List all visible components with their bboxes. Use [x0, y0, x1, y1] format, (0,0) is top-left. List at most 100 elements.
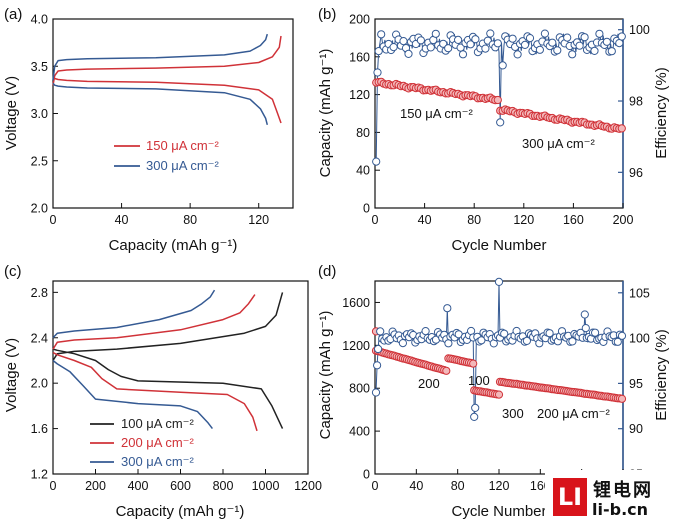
x-tick-label: 160	[563, 213, 584, 227]
efficiency-point	[426, 43, 435, 52]
x-tick-label: 200	[613, 213, 634, 227]
efficiency-point	[372, 157, 381, 166]
curve-200-charge	[52, 294, 256, 350]
y2-ticks-b: 96 98 100	[618, 23, 650, 180]
efficiency-point	[607, 47, 616, 56]
efficiency-point	[575, 41, 584, 50]
y-tick-label: 800	[349, 382, 370, 396]
x-ticks-c: 0 200 400 600 800 1000 1200	[50, 469, 322, 493]
capacity-point	[469, 359, 478, 368]
watermark-url: li-b.cn	[592, 500, 649, 519]
efficiency-point	[548, 38, 557, 47]
y-tick-label: 2.4	[31, 331, 48, 345]
capacity-point	[442, 366, 451, 375]
efficiency-point	[371, 388, 381, 397]
panel-label-d: (d)	[318, 263, 336, 280]
watermark-logo: LI	[553, 478, 587, 516]
x-tick-label: 40	[115, 213, 129, 227]
legend-text-100: 100 μA cm⁻²	[121, 416, 195, 431]
efficiency-point	[535, 45, 545, 54]
efficiency-point	[591, 328, 600, 337]
markers-d	[371, 277, 627, 421]
efficiency-point	[416, 36, 425, 45]
efficiency-point	[500, 329, 509, 338]
x-tick-label: 120	[513, 213, 534, 227]
efficiency-point	[496, 118, 505, 127]
curve-100-charge	[52, 292, 284, 361]
y-axis-label-b: Capacity (mAh g⁻¹)	[317, 49, 334, 178]
efficiency-point	[374, 344, 383, 354]
legend-c: 100 μA cm⁻² 200 μA cm⁻² 300 μA cm⁻²	[90, 416, 195, 469]
y-tick-label: 400	[349, 425, 370, 439]
efficiency-point	[602, 37, 612, 46]
y-tick-label: 2.5	[31, 154, 48, 168]
panel-b: (b) Cycle Number Capacity (mAh g⁻¹) Effi…	[317, 6, 670, 254]
efficiency-point	[454, 35, 463, 45]
y-tick-label: 0	[363, 468, 370, 482]
curve-300-charge	[52, 33, 269, 81]
x-tick-label: 80	[467, 213, 481, 227]
x-tick-label: 200	[85, 479, 106, 493]
y-tick-label: 1.2	[31, 468, 48, 482]
annotation-200-d: 200	[418, 376, 440, 391]
y-tick-label: 1200	[342, 339, 370, 353]
efficiency-point	[458, 50, 468, 59]
curve-300-charge	[52, 289, 216, 339]
x-tick-label: 80	[451, 479, 465, 493]
x-tick-label: 0	[50, 479, 57, 493]
y2-tick-label: 105	[629, 286, 650, 300]
efficiency-point	[508, 34, 517, 43]
y-tick-label: 80	[356, 126, 370, 140]
annotation-300-d: 300	[502, 406, 524, 421]
annotation-150-b: 150 μA cm⁻²	[400, 106, 474, 121]
legend-text-150: 150 μA cm⁻²	[146, 138, 220, 153]
y-tick-label: 200	[349, 13, 370, 27]
y-ticks-d: 0 400 800 1200 1600	[342, 296, 380, 482]
panel-label-b: (b)	[318, 6, 336, 23]
efficiency-point	[373, 68, 382, 77]
annotation-200b-d: 200 μA cm⁻²	[537, 406, 611, 421]
efficiency-point	[580, 33, 589, 42]
legend-a: 150 μA cm⁻² 300 μA cm⁻²	[114, 138, 220, 173]
y-axis-label-a: Voltage (V)	[3, 76, 20, 150]
efficiency-point	[590, 46, 599, 56]
y-tick-label: 2.0	[31, 377, 48, 391]
y-tick-label: 120	[349, 88, 370, 102]
efficiency-point	[545, 329, 554, 338]
annotation-100-d: 100	[468, 373, 490, 388]
x-axis-label-b: Cycle Number	[451, 237, 546, 254]
legend-text-300: 300 μA cm⁻²	[146, 158, 220, 173]
efficiency-point	[568, 50, 577, 59]
efficiency-point	[498, 61, 507, 70]
efficiency-point	[470, 412, 479, 421]
efficiency-point	[466, 40, 475, 49]
efficiency-point	[595, 29, 604, 38]
series-lines-c	[52, 289, 284, 432]
y-tick-label: 2.8	[31, 286, 48, 300]
y-ticks-a: 2.0 2.5 3.0 3.5 4.0	[31, 13, 58, 216]
capacity-point	[617, 124, 626, 133]
panel-a: (a) Capacity (mAh g⁻¹) Voltage (V) 0 40 80…	[3, 6, 294, 254]
efficiency-point	[525, 34, 535, 43]
legend-text-300c: 300 μA cm⁻²	[121, 454, 195, 469]
x-tick-label: 1000	[252, 479, 280, 493]
x-axis-label-c: Capacity (mAh g⁻¹)	[116, 503, 245, 520]
x-tick-label: 1200	[294, 479, 322, 493]
efficiency-point	[376, 327, 385, 336]
efficiency-point	[471, 403, 480, 412]
y-tick-label: 0	[363, 202, 370, 216]
efficiency-point	[389, 43, 398, 52]
y-tick-label: 4.0	[31, 13, 48, 27]
y-tick-label: 3.0	[31, 107, 48, 121]
watermark-site-name: 锂电网	[593, 480, 653, 501]
y-tick-label: 2.0	[31, 202, 48, 216]
y2-tick-label: 90	[629, 422, 643, 436]
annotation-300-b: 300 μA cm⁻²	[522, 136, 596, 151]
y-tick-label: 3.5	[31, 60, 48, 74]
legend-text-200: 200 μA cm⁻²	[121, 435, 195, 450]
x-tick-label: 0	[372, 213, 379, 227]
capacity-point	[493, 95, 502, 105]
y-tick-label: 1600	[342, 296, 370, 310]
efficiency-point	[581, 324, 590, 333]
